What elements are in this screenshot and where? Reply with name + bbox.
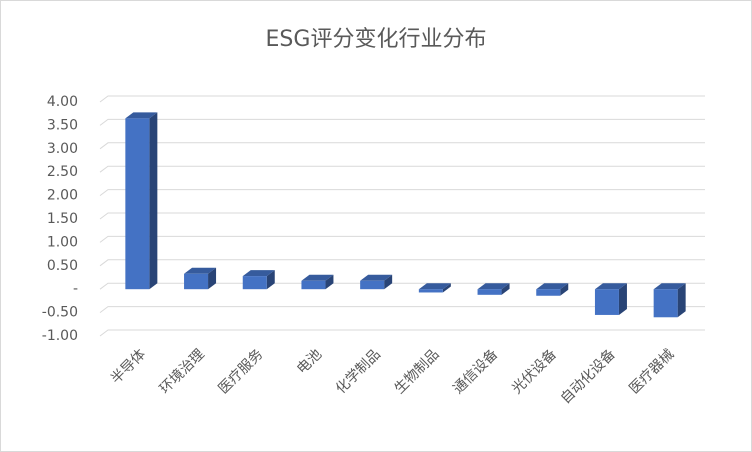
bar [125, 118, 150, 290]
bar [477, 289, 502, 295]
bar-top [536, 283, 569, 290]
y-tick-label: 1.00 [47, 234, 78, 250]
y-tick-label: -1.00 [42, 328, 78, 344]
bar-side [325, 274, 334, 290]
bar-side [618, 283, 627, 315]
bar-top [242, 270, 275, 277]
bar-top [360, 274, 393, 281]
y-tick-label: 1.50 [47, 211, 78, 227]
bar-side [149, 112, 158, 290]
bar-side [677, 283, 686, 318]
bar-top [184, 267, 217, 274]
grid-line [99, 142, 705, 150]
grid-line [99, 95, 705, 103]
bar-top [653, 283, 686, 290]
bar-top [125, 112, 158, 119]
y-tick-label: 2.50 [47, 164, 78, 180]
bar-side [442, 283, 451, 293]
bar [653, 289, 678, 318]
bar-side [384, 274, 393, 290]
grid-line [99, 118, 705, 126]
y-tick-label: 3.50 [47, 117, 78, 133]
chart-title: ESG评分变化行业分布 [266, 27, 487, 52]
grid-line [99, 306, 705, 313]
grid-line [99, 212, 705, 220]
grid-line [99, 189, 705, 196]
bar [536, 289, 561, 296]
y-tick-label: 2.00 [47, 188, 78, 204]
bar [360, 280, 385, 290]
y-tick-label: 3.00 [47, 141, 78, 157]
grid-line [99, 235, 705, 243]
bar [418, 289, 443, 293]
bar-side [560, 283, 569, 296]
y-tick-label: 0.50 [47, 258, 78, 274]
bar-side [208, 267, 217, 290]
bar-top [594, 283, 627, 290]
y-tick-label: - [73, 281, 78, 297]
y-tick-label: 4.00 [47, 94, 78, 110]
grid-line [99, 329, 705, 337]
y-tick-label: -0.50 [42, 305, 78, 321]
bar-side [501, 283, 510, 295]
bar-side [266, 270, 275, 290]
bar-top [418, 283, 451, 290]
bar-top [477, 283, 510, 290]
bar [594, 289, 619, 315]
bar [301, 280, 326, 290]
grid-line [99, 259, 705, 267]
grid-line [99, 165, 705, 173]
bar [242, 276, 267, 290]
bar [184, 273, 209, 290]
bar-top [301, 274, 334, 281]
